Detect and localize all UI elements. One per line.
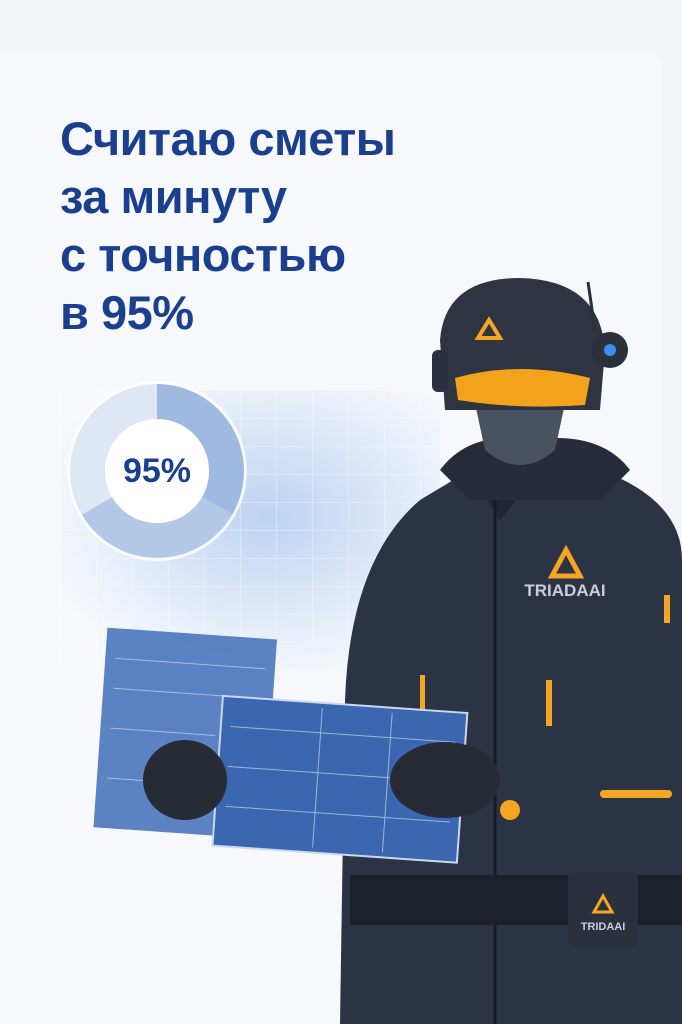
donut-segment-1 (157, 384, 244, 515)
donut-segment-3 (70, 384, 157, 515)
headline-line-2: за минуту (60, 170, 287, 223)
headline: Считаю сметы за минуту с точностью в 95% (60, 110, 396, 342)
headline-line-3: с точностью (60, 228, 346, 281)
headline-line-4: в 95% (60, 286, 194, 339)
donut-segment-2 (81, 497, 233, 558)
accuracy-donut (67, 381, 247, 561)
donut-value: 95% (122, 451, 192, 490)
chest-logo-text: TRIADAAI (524, 581, 605, 600)
brand-logo-icon (547, 544, 585, 579)
belt-logo-text: TRIDAAI (581, 921, 626, 933)
headline-line-1: Считаю сметы (60, 112, 396, 165)
